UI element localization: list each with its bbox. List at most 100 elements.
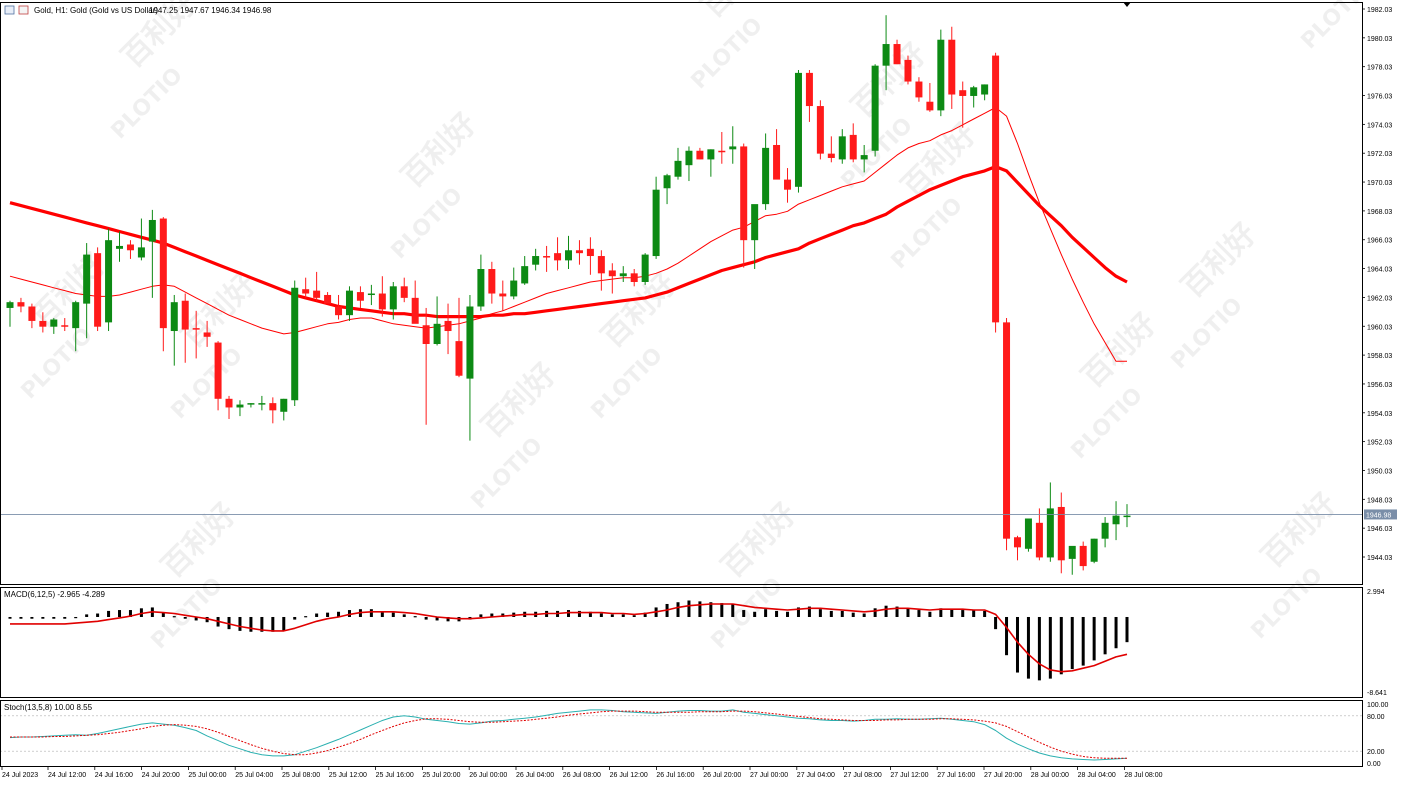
chart-type-icon[interactable] [18, 5, 29, 15]
candle[interactable] [1003, 318, 1011, 551]
candle[interactable] [926, 82, 934, 112]
candle[interactable] [444, 303, 452, 355]
price-pane[interactable] [0, 15, 1362, 575]
candle[interactable] [280, 398, 288, 421]
candle[interactable] [751, 204, 759, 270]
candle[interactable] [1035, 508, 1043, 561]
candle[interactable] [1046, 482, 1054, 562]
candle[interactable] [6, 300, 14, 327]
candle[interactable] [773, 129, 781, 180]
candle[interactable] [313, 271, 321, 301]
candle[interactable] [565, 235, 572, 270]
candle[interactable] [970, 85, 978, 108]
candle[interactable] [389, 281, 397, 320]
candle[interactable] [50, 318, 58, 334]
candle[interactable] [1024, 518, 1032, 552]
candle[interactable] [630, 269, 638, 287]
candle[interactable] [718, 132, 726, 164]
candle[interactable] [159, 217, 167, 352]
candle[interactable] [663, 173, 671, 205]
candle[interactable] [893, 39, 901, 65]
candle[interactable] [126, 240, 134, 259]
candle[interactable] [72, 300, 80, 352]
candle[interactable] [608, 263, 616, 294]
candle[interactable] [937, 29, 945, 117]
candle[interactable] [794, 70, 802, 193]
candle[interactable] [904, 55, 912, 85]
candle[interactable] [170, 294, 178, 366]
candle[interactable] [17, 297, 25, 313]
candle[interactable] [674, 147, 682, 180]
candle[interactable] [696, 147, 704, 160]
candle[interactable] [1101, 517, 1109, 548]
candle[interactable] [499, 280, 507, 311]
candle[interactable] [422, 307, 430, 425]
candle[interactable] [236, 400, 244, 417]
candle[interactable] [302, 277, 310, 298]
candle[interactable] [532, 248, 540, 271]
candle[interactable] [400, 277, 408, 303]
candle[interactable] [805, 70, 813, 122]
candle[interactable] [849, 123, 857, 163]
candle[interactable] [148, 209, 156, 298]
candle[interactable] [455, 297, 463, 378]
candle[interactable] [575, 240, 583, 265]
candle[interactable] [838, 129, 846, 164]
candle[interactable] [981, 84, 989, 101]
candle[interactable] [116, 231, 124, 262]
candle[interactable] [948, 26, 956, 109]
candle[interactable] [1090, 538, 1098, 564]
candle[interactable] [762, 133, 770, 210]
candle[interactable] [39, 312, 47, 333]
candle[interactable] [324, 292, 332, 304]
candle[interactable] [597, 250, 605, 291]
candle[interactable] [356, 286, 364, 308]
candle[interactable] [882, 15, 890, 91]
candle[interactable] [378, 276, 386, 317]
candle[interactable] [1068, 545, 1076, 575]
candle[interactable] [83, 243, 91, 339]
candle[interactable] [411, 280, 419, 324]
candle[interactable] [466, 294, 474, 441]
candle[interactable] [1112, 501, 1120, 541]
candle[interactable] [1013, 535, 1021, 561]
candle[interactable] [488, 261, 496, 304]
candle[interactable] [543, 245, 551, 272]
candle[interactable] [816, 100, 824, 160]
candle[interactable] [258, 395, 266, 411]
candle[interactable] [137, 218, 145, 261]
candle[interactable] [61, 318, 69, 332]
shift-marker-icon[interactable] [1123, 2, 1131, 7]
candle[interactable] [433, 296, 441, 346]
candle[interactable] [729, 126, 737, 164]
candle[interactable] [192, 310, 200, 359]
candle[interactable] [1123, 504, 1131, 528]
stochastic-pane[interactable] [0, 709, 1362, 761]
candle[interactable] [1079, 541, 1087, 571]
candle[interactable] [652, 176, 660, 259]
candle[interactable] [992, 52, 1000, 333]
candle[interactable] [586, 237, 594, 275]
candle[interactable] [291, 280, 299, 407]
candle[interactable] [225, 395, 233, 419]
candle[interactable] [827, 136, 835, 163]
candle[interactable] [707, 149, 715, 177]
candle[interactable] [871, 64, 879, 157]
candle[interactable] [685, 146, 693, 182]
candle[interactable] [521, 256, 529, 285]
candle[interactable] [367, 284, 375, 306]
candle[interactable] [214, 341, 222, 411]
candle[interactable] [915, 77, 923, 102]
candle[interactable] [1057, 492, 1065, 574]
candle[interactable] [510, 267, 518, 300]
macd-pane[interactable] [8, 600, 1129, 681]
candle[interactable] [247, 403, 255, 408]
candle[interactable] [740, 143, 748, 268]
candle[interactable] [784, 168, 792, 203]
candle[interactable] [554, 237, 562, 271]
candle[interactable] [94, 247, 102, 332]
candle[interactable] [860, 144, 868, 173]
candle[interactable] [105, 228, 113, 332]
candle[interactable] [335, 294, 343, 320]
